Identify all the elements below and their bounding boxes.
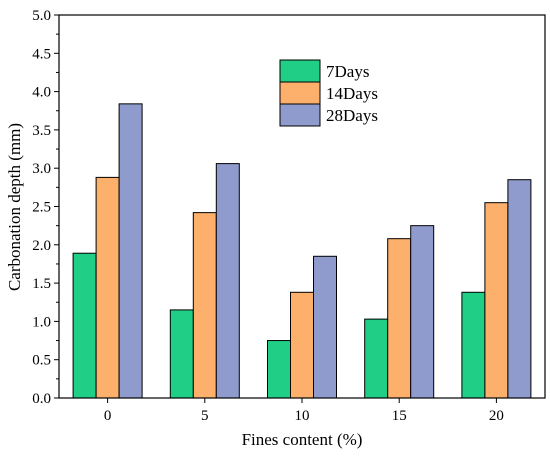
y-tick-label: 1.5 bbox=[32, 276, 51, 292]
y-tick-label: 2.5 bbox=[32, 200, 51, 216]
bar-28days-5 bbox=[215, 163, 240, 399]
x-tick-label: 0 bbox=[104, 408, 112, 424]
x-tick-label: 15 bbox=[392, 408, 407, 424]
bar-28days-0 bbox=[118, 103, 143, 399]
legend-label-28days: 28Days bbox=[326, 106, 378, 125]
bar-14days-0 bbox=[95, 176, 120, 399]
bar-7days-20 bbox=[461, 291, 486, 399]
y-tick-label: 4.5 bbox=[32, 46, 51, 62]
bar-14days-10 bbox=[290, 291, 314, 399]
x-tick-label: 5 bbox=[201, 408, 209, 424]
y-tick-label: 3.5 bbox=[32, 123, 51, 139]
bar-7days-10 bbox=[267, 340, 291, 399]
x-tick-label: 20 bbox=[489, 408, 504, 424]
y-tick-label: 5.0 bbox=[32, 8, 51, 24]
bar-14days-20 bbox=[484, 202, 509, 399]
bar-7days-5 bbox=[169, 309, 194, 399]
bar-7days-0 bbox=[72, 252, 97, 399]
legend-swatch-7days bbox=[279, 59, 321, 83]
bar-28days-10 bbox=[313, 255, 337, 399]
y-tick-label: 4.0 bbox=[32, 85, 51, 101]
bar-14days-5 bbox=[192, 212, 217, 399]
legend: 7Days 14Days 28Days bbox=[279, 59, 378, 127]
bar-7days-15 bbox=[364, 318, 389, 399]
legend-label-7days: 7Days bbox=[326, 62, 369, 81]
legend-swatch-28days bbox=[279, 103, 321, 127]
x-tick-label: 10 bbox=[295, 408, 310, 424]
x-axis-title: Fines content (%) bbox=[242, 430, 363, 449]
y-tick-label: 2.0 bbox=[32, 238, 51, 254]
bar-28days-20 bbox=[507, 179, 532, 399]
y-tick-label: 1.0 bbox=[32, 314, 51, 330]
y-tick-label: 3.0 bbox=[32, 161, 51, 177]
legend-label-14days: 14Days bbox=[326, 84, 378, 103]
y-tick-label: 0.5 bbox=[32, 353, 51, 369]
bars-layer bbox=[72, 103, 532, 399]
legend-swatch-14days bbox=[279, 81, 321, 105]
y-axis-ticks: 0.0 0.5 1.0 1.5 2.0 2.5 3.0 3.5 4.0 4.5 5.0 bbox=[32, 8, 59, 407]
y-tick-label: 0.0 bbox=[32, 391, 51, 407]
x-axis-ticks: 0 5 10 15 20 bbox=[104, 398, 504, 424]
bar-28days-15 bbox=[410, 225, 435, 399]
y-axis-title: Carbonation depth (mm) bbox=[5, 123, 24, 291]
bar-14days-15 bbox=[387, 238, 412, 399]
